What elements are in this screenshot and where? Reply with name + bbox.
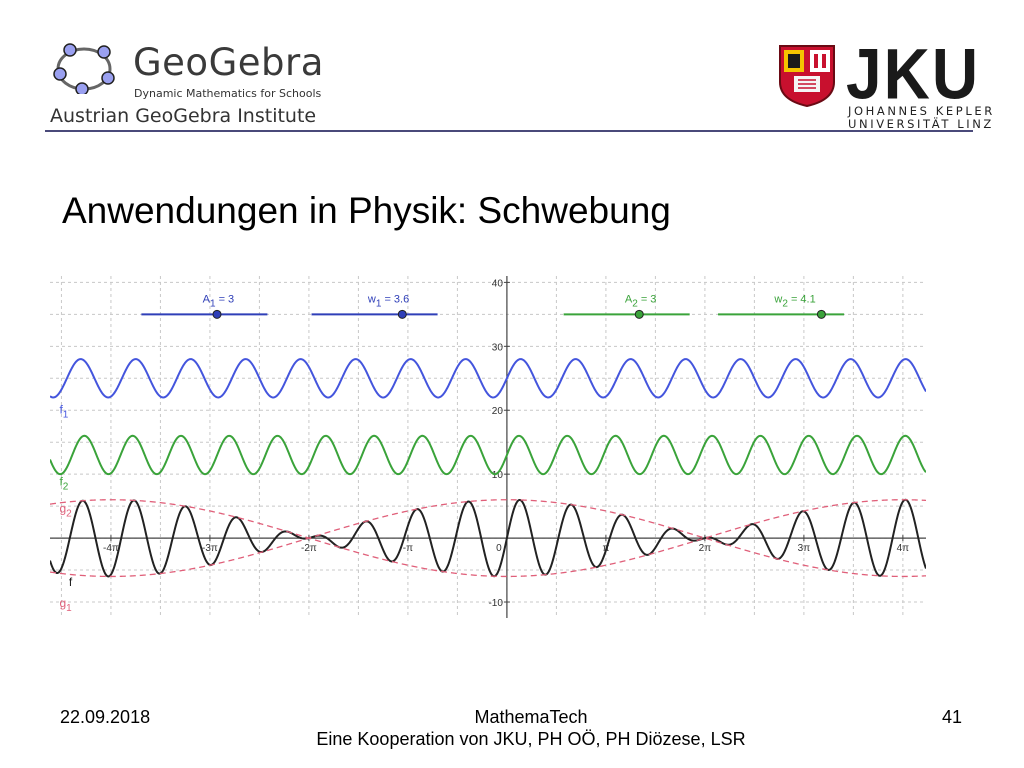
header-divider <box>45 130 973 132</box>
series-label-f1: f1 <box>59 402 68 420</box>
y-tick-label: 40 <box>492 278 504 289</box>
slider-label-A1: A1 = 3 <box>203 293 235 309</box>
x-tick-label: 3π <box>798 543 811 554</box>
jku-wordmark: JKU <box>846 33 981 115</box>
y-tick-label: 30 <box>492 342 504 353</box>
series-label-g1: g1 <box>59 596 72 614</box>
geogebra-institute: Austrian GeoGebra Institute <box>50 105 317 127</box>
slide-title: Anwendungen in Physik: Schwebung <box>62 190 671 231</box>
series <box>49 358 927 578</box>
slider-handle-A1[interactable] <box>212 309 222 319</box>
footer-date: 22.09.2018 <box>60 707 151 727</box>
geogebra-tagline: Dynamic Mathematics for Schools <box>134 87 322 100</box>
jku-subtitle-line1: JOHANNES KEPLER <box>848 104 995 118</box>
jku-subtitle-line2: UNIVERSITÄT LINZ <box>848 117 994 131</box>
geogebra-wordmark: GeoGebra <box>133 41 324 84</box>
y-tick-label: 10 <box>492 470 504 481</box>
slider-label-w2: w2 = 4.1 <box>773 293 815 309</box>
slider-handle-A2[interactable] <box>634 309 644 319</box>
slider-label-A2: A2 = 3 <box>625 293 657 309</box>
slider-handle-w2[interactable] <box>816 309 826 319</box>
y-tick-label: 20 <box>492 406 504 417</box>
series-label-f2: f2 <box>59 475 68 493</box>
x-tick-label: -4π <box>103 543 119 554</box>
series-label-f: f <box>69 575 73 589</box>
slider-label-w1: w1 = 3.6 <box>367 293 409 309</box>
jku-crest-icon <box>779 45 835 108</box>
footer-title: MathemaTech <box>474 707 588 727</box>
footer-subtitle: Eine Kooperation von JKU, PH OÖ, PH Diöz… <box>316 728 746 749</box>
page-number: 41 <box>941 707 962 727</box>
geogebra-logo-icon <box>53 43 115 94</box>
axes <box>50 276 926 618</box>
x-tick-label: -3π <box>202 543 218 554</box>
y-tick-label: -10 <box>488 598 503 609</box>
chart-area: -4π -3π -2π -π 0 π 2π 3π 4π 40 30 20 10 -10 A1 = 3 w1 … <box>49 276 927 618</box>
series-f2 <box>49 434 927 476</box>
x-tick-label: 0 <box>496 543 502 554</box>
x-tick-label: -2π <box>301 543 317 554</box>
footer-center: MathemaTech Eine Kooperation von JKU, PH… <box>316 707 746 750</box>
sliders: A1 = 3 w1 = 3.6 A2 = 3 w2 = 4.1 <box>141 293 845 319</box>
slider-handle-w1[interactable] <box>397 309 407 319</box>
x-tick-label: 4π <box>897 543 910 554</box>
x-tick-label: 2π <box>699 543 712 554</box>
series-f <box>49 498 927 578</box>
x-tick-label: -π <box>403 543 413 554</box>
series-f1 <box>49 358 927 399</box>
